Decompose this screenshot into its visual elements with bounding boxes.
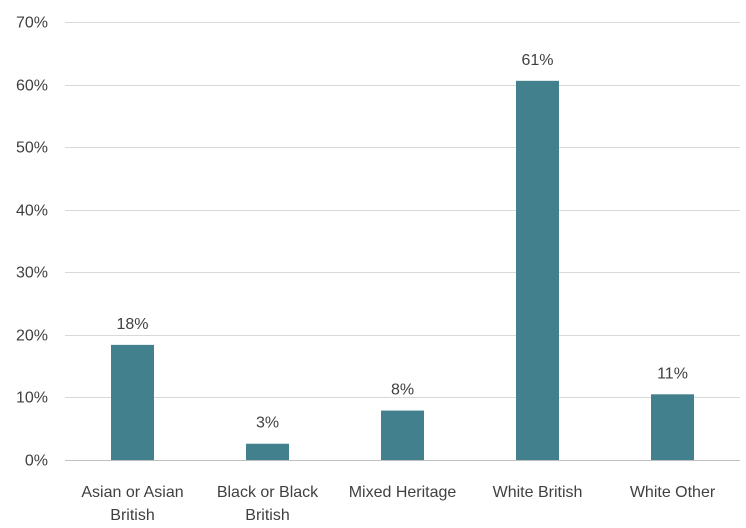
category-label: Asian or Asian British — [81, 484, 183, 524]
category-label-line: White Other — [630, 484, 716, 501]
bar — [516, 80, 559, 461]
y-tick-label: 50% — [16, 140, 48, 157]
bar — [246, 443, 289, 460]
y-tick-label: 30% — [16, 265, 48, 282]
category-label: Mixed Heritage — [349, 484, 457, 501]
category-label: Black or Black British — [217, 484, 319, 524]
data-label: 11% — [657, 365, 688, 382]
bar — [111, 344, 154, 460]
category-label: White Other — [630, 484, 716, 501]
data-label: 18% — [116, 316, 148, 333]
category-label: White British — [493, 484, 583, 501]
data-label: 3% — [256, 415, 279, 432]
x-axis-category-labels: Asian or Asian British Black or Black Briti… — [81, 484, 715, 524]
data-labels: 18% 3% 8% 61% 11% — [116, 52, 687, 432]
y-tick-label: 0% — [25, 453, 48, 470]
y-tick-label: 10% — [16, 390, 48, 407]
bar — [381, 410, 424, 460]
category-label-line: Asian or Asian — [81, 484, 183, 501]
data-label: 61% — [521, 52, 553, 69]
y-axis-tick-labels: 0% 10% 20% 30% 40% 50% 60% 70% — [16, 15, 48, 470]
data-label: 8% — [391, 382, 414, 399]
y-tick-label: 60% — [16, 78, 48, 95]
category-label-line: British — [245, 507, 289, 524]
category-label-line: Mixed Heritage — [349, 484, 457, 501]
y-tick-label: 20% — [16, 328, 48, 345]
category-label-line: White British — [493, 484, 583, 501]
gridlines — [65, 22, 740, 461]
y-tick-label: 70% — [16, 15, 48, 32]
category-label-line: Black or Black — [217, 484, 319, 501]
category-label-line: British — [110, 507, 154, 524]
bars — [111, 80, 694, 461]
y-tick-label: 40% — [16, 203, 48, 220]
bar — [651, 394, 694, 460]
